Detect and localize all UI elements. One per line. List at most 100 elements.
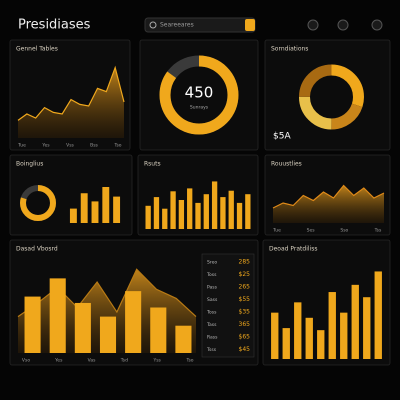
x-tick-label: Tue xyxy=(17,143,26,149)
bar xyxy=(363,297,371,359)
bar xyxy=(175,325,192,353)
panel-title: Sorndiations xyxy=(271,46,308,53)
panel-title: Gennel Tables xyxy=(16,46,58,53)
donut-value xyxy=(159,55,239,135)
bar xyxy=(99,316,117,353)
table-value: 285 xyxy=(239,259,251,266)
area-fill xyxy=(18,67,124,138)
x-tick-label: Tso xyxy=(113,143,121,149)
x-tick-label: Tss xyxy=(374,228,382,234)
x-tick-label: Sso xyxy=(340,228,348,234)
bar xyxy=(153,197,160,229)
search-placeholder: Seareeares xyxy=(160,22,194,29)
table-label: Sass xyxy=(207,297,218,303)
x-tick-label: Yss xyxy=(152,358,161,364)
table-value: $55 xyxy=(239,296,251,303)
data-table xyxy=(201,253,255,358)
x-tick-label: Yes xyxy=(41,143,50,149)
x-tick-label: Bss xyxy=(90,143,98,149)
area-line xyxy=(17,65,125,121)
x-tick-label: Ses xyxy=(307,228,316,234)
bar xyxy=(271,312,279,359)
table-value: $45 xyxy=(239,346,251,353)
panel xyxy=(262,239,391,366)
bar xyxy=(162,208,168,229)
panel-title: Rouustlies xyxy=(271,161,302,168)
icon-button[interactable] xyxy=(371,19,383,31)
icon-button[interactable] xyxy=(337,19,349,31)
area-line xyxy=(272,184,385,209)
table-label: Toss xyxy=(206,310,217,316)
bar xyxy=(170,191,176,229)
donut-sub: Sunrays xyxy=(190,105,209,111)
x-tick-label: Vso xyxy=(22,358,30,364)
bar xyxy=(125,291,142,353)
table-value: $25 xyxy=(239,271,251,278)
panel-title: Boinglius xyxy=(16,161,43,168)
ring-segment xyxy=(299,64,364,130)
table-value: $65 xyxy=(239,334,251,341)
icon-button[interactable] xyxy=(307,19,319,31)
bar xyxy=(294,302,302,359)
donut-center: 450 xyxy=(185,84,214,102)
area-fill xyxy=(273,185,384,223)
bar xyxy=(80,193,88,223)
bar xyxy=(374,271,382,359)
bar xyxy=(91,201,99,223)
bar xyxy=(228,190,234,229)
bar xyxy=(245,194,251,229)
x-tick-label: Vss xyxy=(66,143,74,149)
x-tick-label: Tso xyxy=(185,358,193,364)
panel xyxy=(137,154,259,236)
bar xyxy=(328,292,336,359)
panel-title: Rsuts xyxy=(144,161,161,168)
panel-title: Dasad Vbosrd xyxy=(16,246,58,253)
search-icon xyxy=(149,21,157,29)
bar xyxy=(340,312,348,359)
x-tick-label: Vas xyxy=(88,358,96,364)
donut-value xyxy=(20,185,56,221)
bar xyxy=(145,205,151,229)
ring-segment xyxy=(299,64,364,130)
table-label: Rass xyxy=(207,335,218,341)
bar xyxy=(282,328,290,359)
table-label: Tass xyxy=(206,322,217,328)
panel-title: Deoad Pratdiliss xyxy=(269,246,317,253)
bar xyxy=(203,194,209,229)
bar xyxy=(220,197,226,229)
bar xyxy=(236,202,243,229)
app-title: Presidiases xyxy=(18,18,91,33)
bar xyxy=(69,208,77,223)
ring-segment xyxy=(299,64,364,130)
ring-label: $5A xyxy=(273,132,291,142)
table-value: 265 xyxy=(239,284,251,291)
x-tick-label: Tue xyxy=(272,228,281,234)
bar xyxy=(49,278,66,353)
panel xyxy=(139,39,259,151)
bar xyxy=(305,317,313,359)
table-value: $35 xyxy=(239,309,251,316)
table-label: Pass xyxy=(207,285,218,291)
search-button[interactable] xyxy=(245,19,255,31)
bar xyxy=(187,188,193,229)
bar xyxy=(195,202,201,229)
bar xyxy=(178,200,185,229)
bar xyxy=(351,284,359,359)
bar xyxy=(74,302,91,353)
bar xyxy=(211,181,218,229)
x-tick-label: Yes xyxy=(54,358,63,364)
table-label: Toss xyxy=(206,272,217,278)
bar xyxy=(317,330,325,359)
table-label: Tsss xyxy=(206,347,217,353)
table-label: Sreo xyxy=(207,260,217,266)
table-value: 365 xyxy=(239,321,251,328)
bar xyxy=(150,307,167,353)
panel xyxy=(264,39,391,151)
bar xyxy=(102,187,110,223)
bar xyxy=(113,196,121,223)
bar xyxy=(24,296,41,353)
x-tick-label: Tsd xyxy=(120,358,128,364)
area-line xyxy=(17,268,197,318)
